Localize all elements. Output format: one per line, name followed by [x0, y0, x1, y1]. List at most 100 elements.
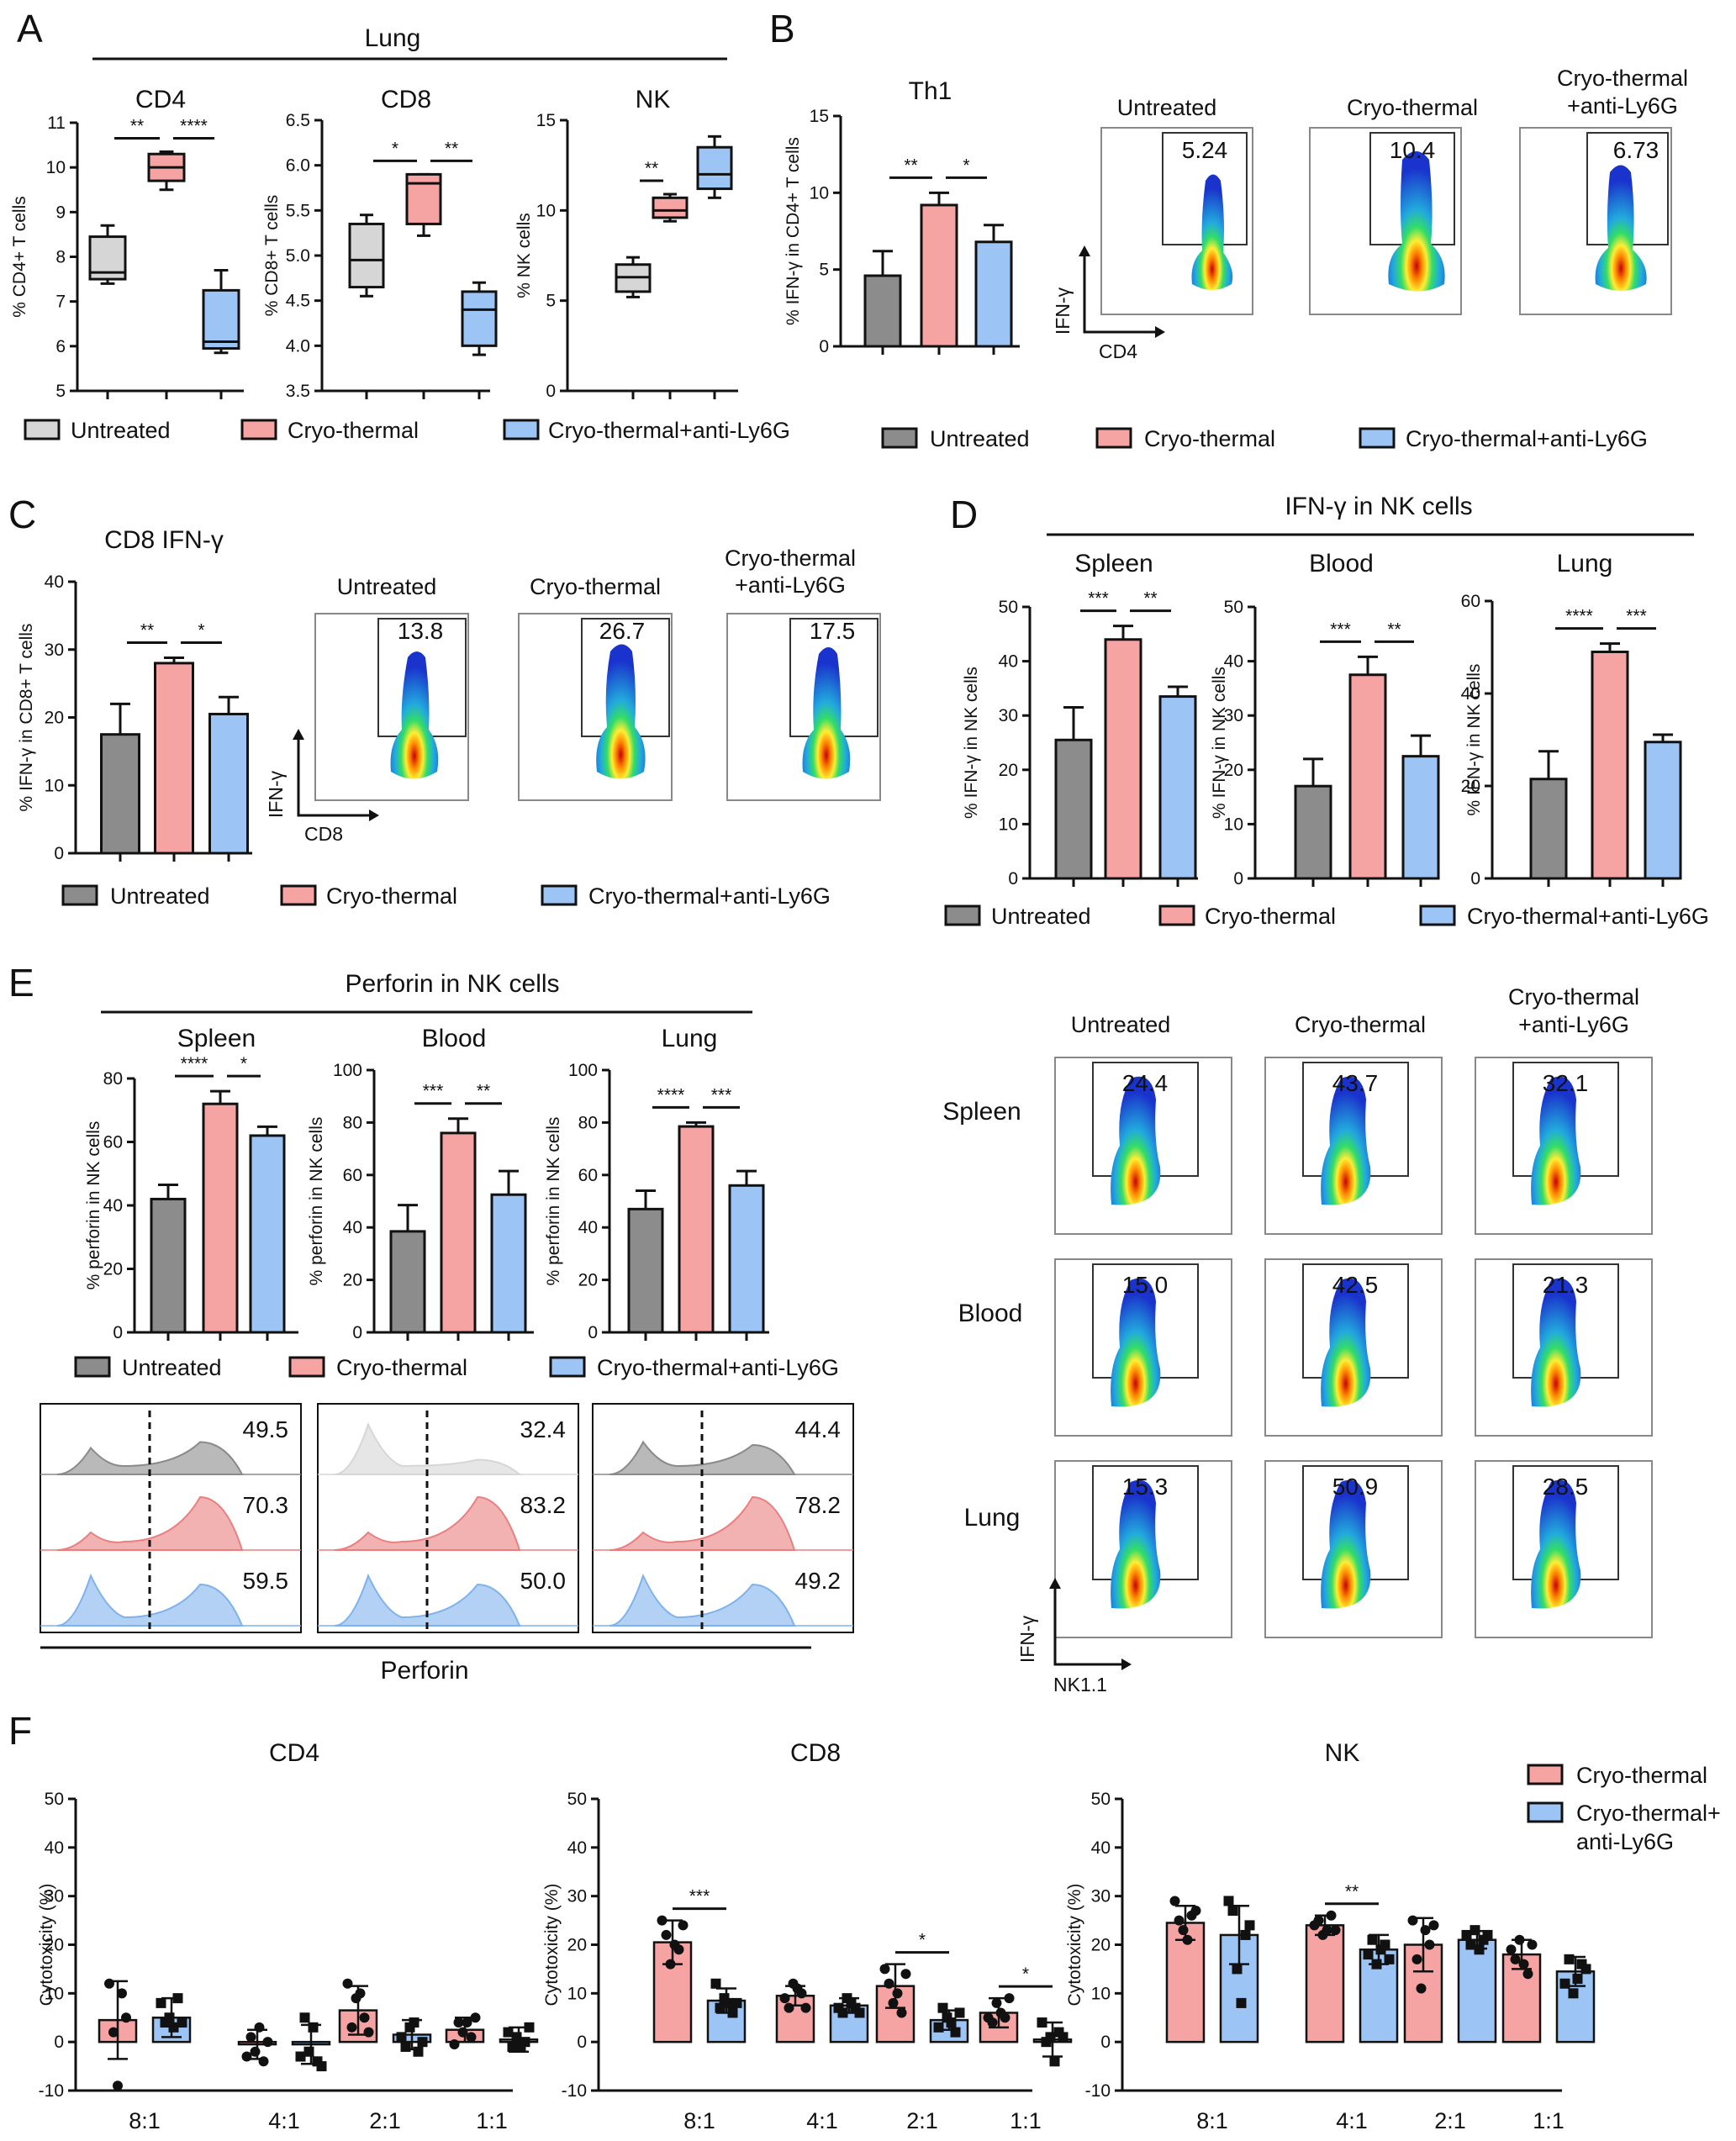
data-point [308, 2022, 319, 2033]
y-tick-label: 0 [588, 1323, 598, 1342]
sig-label: * [240, 1054, 247, 1073]
y-axis-label: % CD8+ T cells [262, 195, 282, 317]
legend-swatch-cryo [240, 419, 277, 440]
header-lung: Lung [365, 24, 421, 52]
bar [440, 1131, 477, 1334]
chart-title: Spleen [177, 1025, 256, 1052]
sig-label: * [198, 620, 204, 640]
data-point [462, 2017, 472, 2028]
data-point [262, 2037, 273, 2048]
x-tick-label: 8:1 [129, 2108, 161, 2133]
data-point [1190, 1906, 1201, 1917]
data-point [661, 1929, 672, 1940]
y-tick-label: 5 [546, 292, 556, 311]
bar [1054, 738, 1093, 880]
legend-swatch-ly6g [503, 419, 540, 440]
data-point [1004, 1993, 1015, 2004]
y-tick-label: 80 [343, 1113, 362, 1132]
data-point [524, 2022, 535, 2033]
sig-label: **** [1565, 607, 1593, 626]
histogram-curve [609, 1440, 796, 1475]
flow-c: Untreated Cryo-thermal Cryo-thermal +ant… [265, 546, 881, 845]
y-tick-label: 0 [819, 337, 829, 356]
y-axis-label: % IFN-γ in CD8+ T cells [17, 624, 36, 812]
data-point [879, 1964, 890, 1975]
y-tick-label: 30 [1224, 706, 1243, 725]
y-tick-label: 40 [1461, 684, 1480, 704]
data-point [710, 1978, 721, 1989]
y-axis-label: % IFN-γ in NK cells [1210, 667, 1229, 819]
legend-label-untreated: Untreated [991, 904, 1091, 929]
legend-d: Untreated Cryo-thermal Cryo-thermal+anti… [944, 904, 1709, 929]
histogram-curve [334, 1421, 522, 1475]
sig-label: *** [711, 1085, 732, 1105]
histogram-value: 49.2 [795, 1568, 842, 1594]
y-tick-label: 30 [999, 706, 1018, 725]
flow-b-value-cryo: 10.4 [1390, 137, 1436, 163]
flow-b-label-cryo: Cryo-thermal [1347, 95, 1478, 120]
y-tick-label: 30 [45, 641, 64, 660]
flow-c-label-combo-2: +anti-Ly6G [735, 572, 846, 598]
flow-e-grid: 24.4 43.7 32.1 15.0 42.5 21.3 15.3 50.9 28.5 [1054, 1057, 1653, 1638]
chart-c1: 0 10 20 30 40 CD8 IFN-γ % IFN-γ in CD8+ T cell… [17, 526, 252, 863]
data-point [1559, 1978, 1570, 1989]
sig-label: ** [1345, 1882, 1359, 1901]
data-point [241, 2051, 252, 2062]
flow-b-label-combo-1: Cryo-thermal [1557, 66, 1688, 91]
data-point [1482, 1929, 1493, 1940]
legend-label-cryo: Cryo-thermal [1205, 904, 1336, 929]
bar [208, 712, 249, 855]
y-tick-label: 15 [536, 111, 556, 130]
histogram-value: 83.2 [520, 1492, 567, 1518]
y-tick-label: 7 [55, 293, 66, 312]
bar [202, 1102, 239, 1334]
data-point [1384, 1954, 1395, 1964]
data-point [342, 1978, 353, 1989]
data-point [108, 2027, 119, 2038]
box-body [348, 222, 385, 289]
data-point [1416, 1983, 1427, 1994]
flow-b: Untreated Cryo-thermal Cryo-thermal +ant… [1052, 66, 1688, 362]
y-tick-label: 6.0 [286, 156, 310, 176]
flow-b-label-untreated: Untreated [1117, 95, 1217, 120]
y-tick-label: 6.5 [286, 111, 310, 130]
y-axis-label: Cytotoxicity (%) [37, 1884, 56, 2007]
sig-label: ** [445, 139, 458, 158]
sig-label: ** [1143, 589, 1157, 609]
data-point [896, 2007, 907, 2018]
y-tick-label: 0 [1233, 869, 1243, 889]
flow-b-value-combo: 6.73 [1613, 137, 1659, 163]
data-point [503, 2027, 514, 2038]
box-body [202, 288, 240, 350]
y-tick-label: 10 [1091, 1984, 1111, 2003]
chart-title: Blood [422, 1025, 487, 1052]
sig-label: **** [657, 1085, 685, 1105]
legend-swatch-cryo [1095, 427, 1132, 449]
data-point [1371, 1959, 1382, 1970]
flow-b-value-untreated: 5.24 [1182, 137, 1228, 163]
data-point [520, 2037, 530, 2048]
y-tick-label: 0 [546, 382, 556, 401]
bar [627, 1207, 664, 1334]
chart-title: CD8 [381, 86, 431, 113]
bar [1294, 784, 1332, 880]
legend-f: Cryo-thermal Cryo-thermal+ anti-Ly6G [1527, 1763, 1721, 1854]
y-tick-label: 10 [1224, 815, 1243, 834]
legend-label-ly6g: Cryo-thermal+anti-Ly6G [597, 1355, 839, 1380]
y-tick-label: 20 [999, 761, 1018, 780]
data-point [303, 2046, 314, 2057]
bar [1305, 1924, 1345, 2043]
legend-swatch-ly6g [1359, 427, 1396, 449]
data-point [933, 2022, 944, 2033]
density-cloud [1321, 1278, 1371, 1407]
data-point [104, 1978, 114, 1989]
header-perforin: Perforin [380, 1657, 468, 1685]
y-axis-label: % IFN-γ in NK cells [962, 667, 981, 819]
data-point [1178, 1925, 1189, 1936]
data-point [1465, 1939, 1476, 1950]
data-point [1330, 1925, 1341, 1936]
flow-c-axis-ifng: IFN-γ [265, 770, 287, 818]
histogram-value: 78.2 [795, 1492, 842, 1518]
x-tick-label: 8:1 [1196, 2108, 1228, 2133]
legend-label-untreated: Untreated [930, 426, 1030, 451]
